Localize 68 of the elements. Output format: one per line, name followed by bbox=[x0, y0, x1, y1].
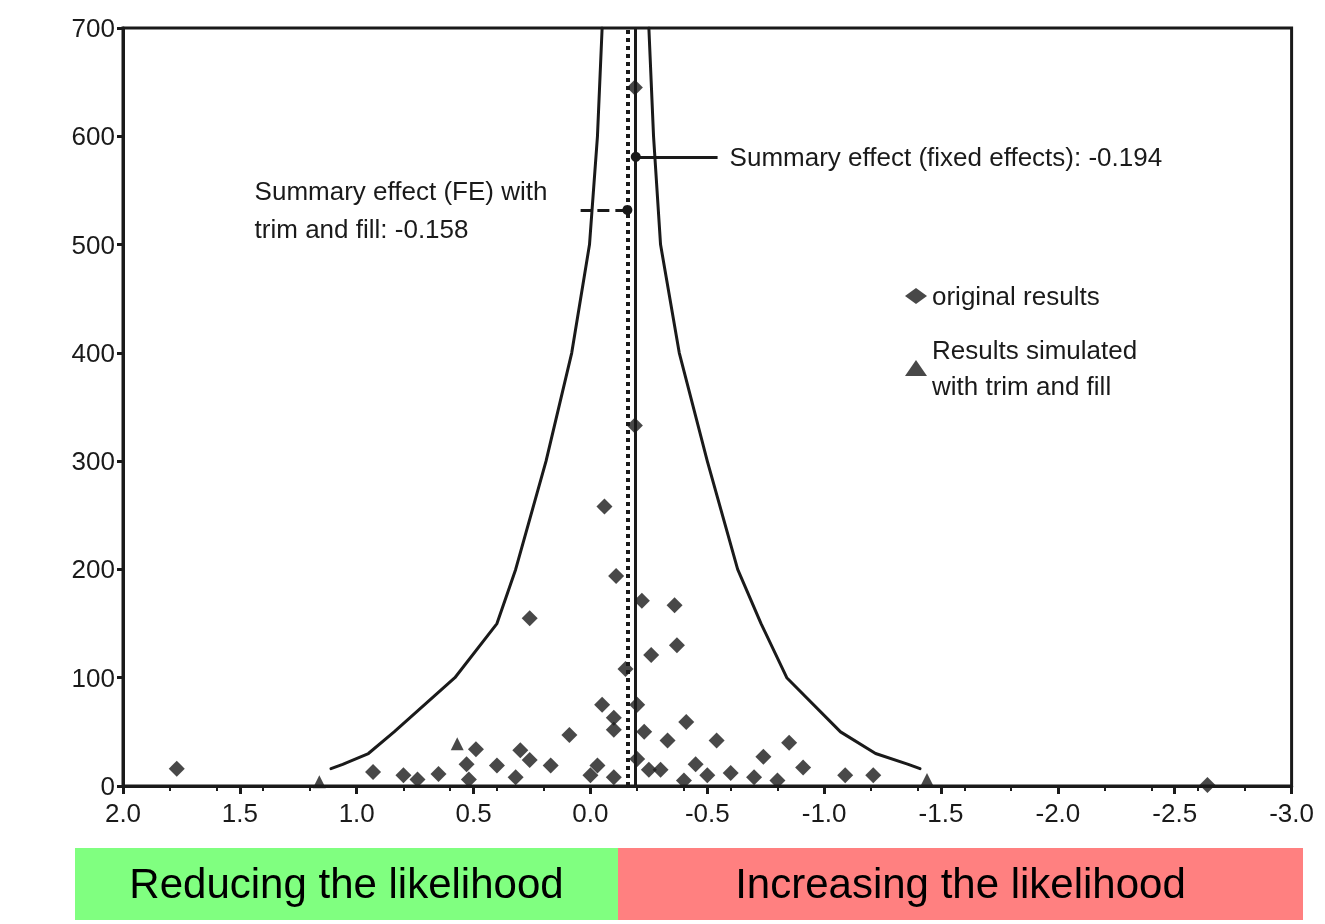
point bbox=[395, 767, 412, 784]
point bbox=[666, 597, 683, 614]
point bbox=[708, 732, 725, 749]
point bbox=[746, 769, 763, 786]
y-tick-label: 500 bbox=[71, 229, 115, 260]
point bbox=[365, 763, 382, 780]
point bbox=[605, 721, 622, 738]
x-tick-label: -3.0 bbox=[1269, 798, 1315, 828]
y-tick-label: 400 bbox=[71, 337, 115, 368]
x-tick-label: 1.5 bbox=[221, 798, 258, 828]
y-tick-label: 0 bbox=[100, 771, 115, 801]
point bbox=[636, 723, 653, 740]
point bbox=[678, 714, 695, 731]
point bbox=[521, 752, 538, 769]
point bbox=[652, 761, 669, 778]
point bbox=[467, 741, 484, 758]
point bbox=[755, 748, 772, 765]
point bbox=[312, 775, 326, 789]
point bbox=[488, 757, 505, 774]
ref-line-label: Summary effect (fixed effects): -0.194 bbox=[729, 141, 1163, 172]
point bbox=[507, 769, 524, 786]
point bbox=[582, 767, 599, 784]
point bbox=[920, 773, 934, 786]
point bbox=[640, 761, 657, 778]
point bbox=[521, 610, 538, 627]
point bbox=[1199, 776, 1216, 793]
point bbox=[168, 760, 185, 777]
point bbox=[594, 696, 611, 713]
y-tick-label: 600 bbox=[71, 121, 115, 152]
x-tick-label: -2.0 bbox=[1035, 798, 1081, 828]
point bbox=[605, 769, 622, 786]
point bbox=[589, 757, 606, 774]
x-tick-label: -2.5 bbox=[1152, 798, 1198, 828]
point bbox=[542, 757, 559, 774]
x-tick-label: -0.5 bbox=[684, 798, 730, 828]
point bbox=[605, 709, 622, 726]
text: Increasing the likelihood bbox=[618, 848, 1303, 920]
x-tick-label: 1.0 bbox=[338, 798, 375, 828]
point bbox=[450, 737, 464, 751]
y-tick-label: 300 bbox=[71, 446, 115, 477]
x-tick-label: -1.5 bbox=[918, 798, 964, 828]
x-tick-label: 0.0 bbox=[572, 798, 609, 828]
point bbox=[795, 759, 812, 776]
point bbox=[668, 637, 685, 654]
x-tick-label: 0.5 bbox=[455, 798, 492, 828]
point bbox=[699, 767, 716, 784]
y-tick-label: 200 bbox=[71, 554, 115, 585]
point bbox=[643, 646, 660, 663]
y-tick-label: 700 bbox=[71, 13, 115, 43]
text: Reducing the likelihood bbox=[75, 848, 618, 920]
point bbox=[722, 765, 739, 782]
point bbox=[596, 498, 613, 515]
point bbox=[458, 756, 475, 773]
x-tick-label: -1.0 bbox=[801, 798, 847, 828]
point bbox=[837, 767, 854, 784]
point bbox=[865, 767, 882, 784]
point bbox=[659, 732, 676, 749]
y-tick-label: 100 bbox=[71, 662, 115, 693]
point bbox=[561, 727, 578, 744]
ref-line-label: Summary effect (FE) with trim and fill: -0.158 bbox=[254, 175, 555, 244]
point bbox=[430, 766, 447, 783]
point bbox=[512, 742, 529, 759]
legend-label: original results bbox=[932, 281, 1100, 311]
x-tick-label: 2.0 bbox=[104, 798, 142, 828]
point bbox=[781, 734, 798, 751]
point bbox=[687, 756, 704, 773]
legend-label: Results simulated with trim and fill bbox=[931, 335, 1145, 401]
point bbox=[608, 567, 625, 584]
